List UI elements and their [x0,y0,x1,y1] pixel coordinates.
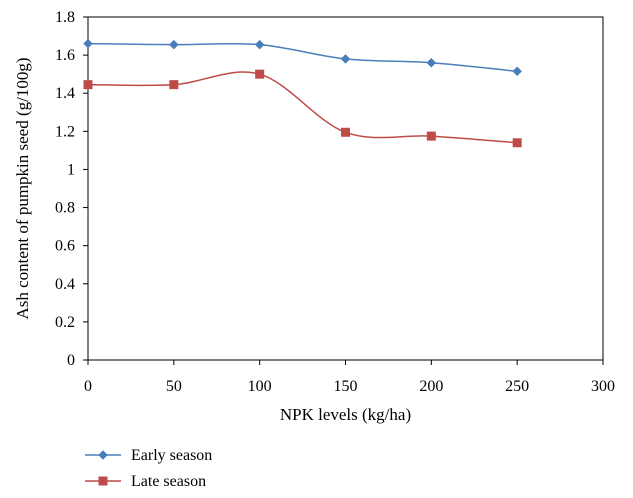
y-axis-label: Ash content of pumpkin seed (g/100g) [13,57,32,319]
y-tick-label: 0.2 [55,314,75,331]
legend-label: Late season [131,473,206,490]
y-tick-label: 0.4 [55,276,75,293]
y-tick-label: 0.6 [55,238,75,255]
data-point [426,57,437,68]
legend-label: Early season [131,447,212,464]
data-point [254,39,265,50]
y-tick-label: 1.2 [55,123,75,140]
legend-marker [98,450,108,460]
data-point [341,127,350,137]
data-point [168,39,179,50]
data-point [83,38,93,49]
x-tick-label: 250 [505,378,529,395]
series-line [87,42,518,73]
plot-frame [87,16,604,361]
data-point [426,131,436,141]
legend: Early season Late season [85,447,212,490]
legend-marker [98,476,108,486]
y-tick-label: 1.4 [55,85,75,102]
y-tick-label: 1.6 [55,47,75,64]
y-tick-label: 1.8 [55,9,75,26]
y-tick-label: 0.8 [55,200,75,217]
x-tick-label: 300 [591,378,615,395]
x-tick-label: 100 [248,378,272,395]
x-tick-label: 50 [166,378,182,395]
data-point [340,54,351,64]
data-point [255,69,265,79]
x-tick-label: 0 [84,378,92,395]
x-axis-label: NPK levels (kg/ha) [280,405,411,424]
data-point [169,80,179,90]
y-tick-label: 1 [67,161,75,178]
data-point [512,138,522,148]
data-point [83,80,93,90]
series-early-season [83,38,523,77]
data-point [512,66,523,77]
y-tick-label: 0 [67,352,75,369]
x-tick-label: 200 [419,378,443,395]
x-tick-label: 150 [334,378,358,395]
series-line [87,71,518,144]
series-late-season [83,69,522,148]
